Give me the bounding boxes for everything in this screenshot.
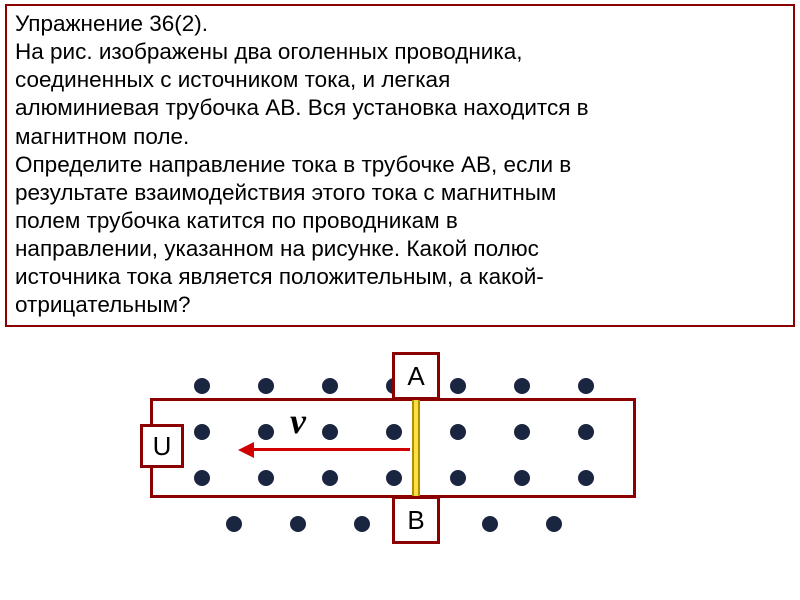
label-u: U <box>140 424 184 468</box>
text-line: Упражнение 36(2). <box>15 10 785 38</box>
field-dot-icon <box>290 516 306 532</box>
text-line: алюминиевая трубочка АВ. Вся установка н… <box>15 94 785 122</box>
field-dot-icon <box>194 378 210 394</box>
field-dot-icon <box>322 378 338 394</box>
text-line: магнитном поле. <box>15 123 785 151</box>
text-line: отрицательным? <box>15 291 785 319</box>
label-b: В <box>392 496 440 544</box>
text-line: результате взаимодействия этого тока с м… <box>15 179 785 207</box>
field-dot-icon <box>258 378 274 394</box>
text-line: Определите направление тока в трубочке А… <box>15 151 785 179</box>
problem-text-box: Упражнение 36(2). На рис. изображены два… <box>5 4 795 327</box>
tube-ab <box>412 398 420 498</box>
velocity-arrow-head-icon <box>238 442 254 458</box>
label-a: A <box>392 352 440 400</box>
text-line: источника тока является положительным, а… <box>15 263 785 291</box>
physics-diagram: vAВU <box>140 370 660 590</box>
text-line: соединенных с источником тока, и легкая <box>15 66 785 94</box>
field-dot-icon <box>578 378 594 394</box>
field-dot-icon <box>226 516 242 532</box>
text-line: На рис. изображены два оголенных проводн… <box>15 38 785 66</box>
velocity-arrow <box>252 448 410 451</box>
text-line: полем трубочка катится по проводникам в <box>15 207 785 235</box>
field-dot-icon <box>482 516 498 532</box>
field-dot-icon <box>354 516 370 532</box>
field-dot-icon <box>514 378 530 394</box>
text-line: направлении, указанном на рисунке. Какой… <box>15 235 785 263</box>
velocity-label: v <box>290 400 306 442</box>
field-dot-icon <box>450 378 466 394</box>
field-dot-icon <box>546 516 562 532</box>
